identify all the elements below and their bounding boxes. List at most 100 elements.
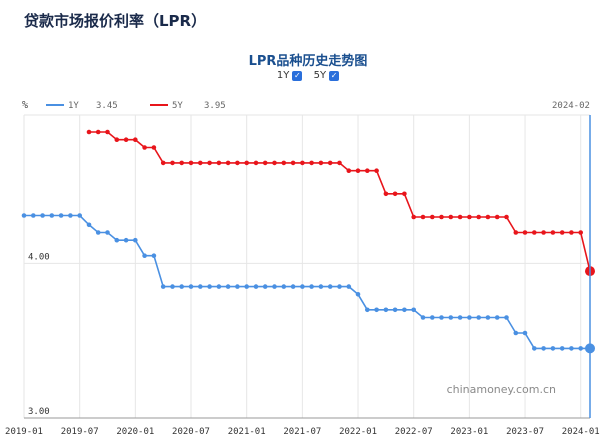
data-point[interactable] (485, 214, 491, 220)
data-point[interactable] (392, 307, 398, 313)
data-point[interactable] (300, 284, 305, 289)
data-point[interactable] (95, 230, 101, 235)
data-point[interactable] (457, 315, 463, 320)
data-point[interactable] (160, 160, 166, 166)
toggle-1y[interactable]: 1Y ✓ (277, 70, 303, 81)
data-point[interactable] (365, 307, 370, 313)
data-point[interactable] (244, 284, 249, 289)
data-point[interactable] (281, 284, 287, 289)
data-point[interactable] (559, 346, 565, 351)
data-point[interactable] (569, 230, 574, 235)
data-point[interactable] (504, 315, 509, 320)
data-point[interactable] (494, 214, 500, 220)
data-point[interactable] (522, 230, 528, 235)
data-point[interactable] (457, 214, 463, 220)
data-point[interactable] (337, 284, 342, 289)
data-point[interactable] (235, 160, 240, 166)
data-point[interactable] (467, 315, 472, 320)
data-point[interactable] (346, 284, 352, 289)
data-point[interactable] (402, 307, 407, 313)
data-point[interactable] (170, 284, 175, 289)
data-point[interactable] (392, 191, 398, 197)
data-point[interactable] (411, 214, 417, 220)
data-point[interactable] (513, 230, 519, 235)
data-point[interactable] (448, 214, 454, 220)
data-point[interactable] (207, 160, 212, 166)
data-point[interactable] (253, 284, 259, 289)
data-point[interactable] (318, 284, 324, 289)
data-point[interactable] (327, 284, 333, 289)
data-point[interactable] (188, 160, 194, 166)
data-point[interactable] (559, 230, 565, 235)
data-point[interactable] (569, 346, 574, 351)
data-point[interactable] (207, 284, 212, 289)
data-point[interactable] (365, 168, 370, 173)
toggle-5y[interactable]: 5Y ✓ (314, 70, 340, 81)
data-point[interactable] (430, 315, 435, 320)
checkbox-1y-icon[interactable]: ✓ (292, 70, 303, 81)
data-point[interactable] (318, 160, 324, 166)
data-point[interactable] (402, 191, 407, 197)
data-point[interactable] (532, 230, 537, 235)
data-point[interactable] (420, 214, 426, 220)
data-point[interactable] (142, 253, 147, 258)
data-point[interactable] (114, 237, 120, 243)
data-point[interactable] (430, 214, 435, 220)
data-point[interactable] (272, 160, 277, 166)
data-point[interactable] (123, 137, 129, 142)
data-point[interactable] (281, 160, 287, 166)
data-point[interactable] (133, 137, 138, 142)
data-point[interactable] (21, 213, 27, 218)
data-point[interactable] (105, 129, 110, 135)
data-point[interactable] (133, 237, 138, 243)
data-point[interactable] (58, 213, 64, 218)
data-point[interactable] (216, 160, 222, 166)
data-point[interactable] (225, 284, 231, 289)
data-point[interactable] (86, 222, 92, 228)
data-point[interactable] (309, 160, 314, 166)
data-point[interactable] (476, 214, 482, 220)
data-point[interactable] (49, 213, 55, 218)
data-point[interactable] (374, 168, 379, 173)
data-point[interactable] (541, 230, 546, 235)
data-point[interactable] (309, 284, 314, 289)
data-point[interactable] (513, 330, 519, 336)
data-point[interactable] (142, 145, 147, 150)
data-point[interactable] (114, 137, 120, 142)
data-point[interactable] (383, 307, 389, 313)
data-point[interactable] (327, 160, 333, 166)
data-point[interactable] (439, 214, 444, 220)
data-point[interactable] (522, 330, 528, 336)
data-point[interactable] (105, 230, 110, 235)
data-point[interactable] (467, 214, 472, 220)
data-point[interactable] (411, 307, 417, 313)
data-point[interactable] (272, 284, 277, 289)
data-point[interactable] (420, 315, 426, 320)
data-point[interactable] (179, 160, 184, 166)
data-point[interactable] (578, 230, 583, 235)
data-point[interactable] (374, 307, 379, 313)
data-point[interactable] (290, 284, 296, 289)
data-point[interactable] (383, 191, 389, 197)
checkbox-5y-icon[interactable]: ✓ (329, 70, 340, 81)
data-point[interactable] (504, 214, 509, 220)
data-point[interactable] (77, 213, 82, 218)
data-point[interactable] (290, 160, 296, 166)
data-point[interactable] (300, 160, 305, 166)
data-point[interactable] (198, 160, 203, 166)
data-point[interactable] (31, 213, 36, 218)
data-point[interactable] (253, 160, 259, 166)
data-point[interactable] (476, 315, 482, 320)
data-point[interactable] (151, 253, 157, 258)
data-point[interactable] (160, 284, 166, 289)
data-point[interactable] (578, 346, 583, 351)
data-point[interactable] (40, 213, 45, 218)
data-point[interactable] (68, 213, 73, 218)
data-point[interactable] (188, 284, 194, 289)
data-point[interactable] (532, 346, 537, 351)
data-point[interactable] (225, 160, 231, 166)
data-point[interactable] (550, 230, 556, 235)
data-point[interactable] (355, 292, 361, 297)
data-point[interactable] (494, 315, 500, 320)
